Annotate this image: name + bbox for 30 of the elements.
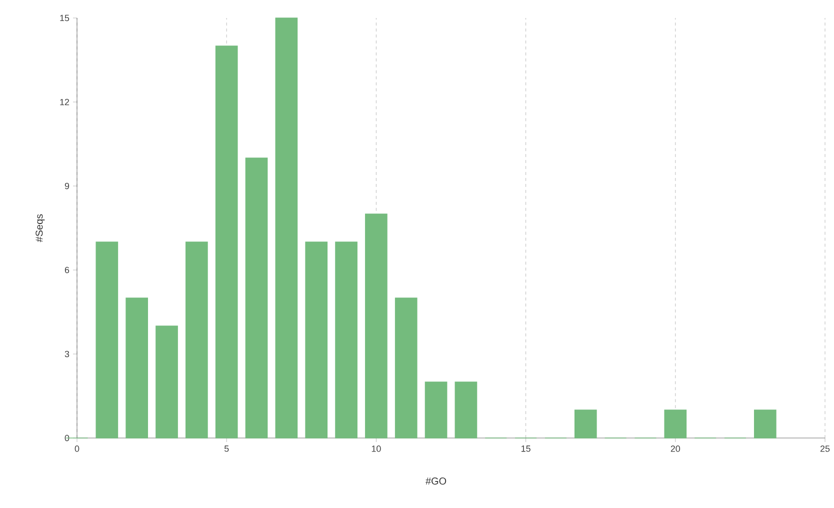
x-tick-label: 10 xyxy=(372,446,381,452)
bar xyxy=(394,298,418,438)
bar xyxy=(454,382,478,438)
bar xyxy=(305,242,328,438)
bar xyxy=(365,214,388,438)
bar xyxy=(275,18,298,438)
bar xyxy=(126,298,148,438)
y-tick-label: 3 xyxy=(64,350,70,358)
y-tick-label: 15 xyxy=(60,14,70,22)
x-tick-label: 0 xyxy=(74,446,80,452)
x-tick-label: 25 xyxy=(820,446,830,452)
bar xyxy=(245,158,268,438)
bar xyxy=(754,410,776,438)
x-axis-title: #GO xyxy=(426,478,446,485)
bar xyxy=(424,382,448,438)
bar xyxy=(215,46,238,438)
bar xyxy=(664,410,687,438)
y-tick-label: 12 xyxy=(60,98,70,106)
y-axis-title: #Seqs xyxy=(36,214,45,242)
bar xyxy=(335,242,358,438)
bar xyxy=(186,242,208,438)
x-tick-label: 20 xyxy=(670,446,680,452)
x-tick-label: 15 xyxy=(522,446,530,452)
y-tick-label: 9 xyxy=(64,182,70,190)
bar xyxy=(156,326,178,438)
x-tick-label: 5 xyxy=(224,446,229,452)
bar xyxy=(96,242,118,438)
bar xyxy=(574,410,597,438)
y-tick-label: 6 xyxy=(64,266,70,274)
y-tick-label: 0 xyxy=(64,434,70,442)
